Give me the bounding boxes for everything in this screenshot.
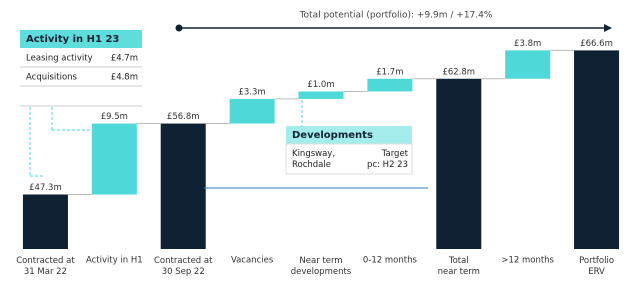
value-label: £66.6m [580,39,613,49]
box-body [20,48,142,106]
bar [91,123,137,195]
bar [229,98,275,124]
box-cell: Acquisitions [26,73,78,83]
x-tick-label: 0-12 months [363,256,418,266]
box-body [285,143,413,175]
x-tick-label: Total near term [438,256,480,277]
bar [574,50,620,250]
x-tick-label: Contracted at 30 Sep 22 [154,256,213,277]
arrow-head [604,24,612,32]
box-cell: £4.8m [111,73,138,83]
developments-box: Developments Kingsway, Rochdale Target pc:… [285,100,413,175]
box-cell: Leasing activity [26,54,93,64]
activity-box: Activity in H1 23 Leasing activity £4.7m… [20,30,142,177]
x-tick-label: >12 months [501,256,554,266]
x-tick-label: Contracted at 31 Mar 22 [16,256,75,277]
box-header [20,30,142,48]
box-cell: Target pc: H2 23 [367,149,409,170]
bar [298,91,344,99]
x-tick-label: Near term developments [291,256,352,277]
value-label: £3.8m [514,39,541,49]
annotation: Total potential (portfolio): +9.9m / +17… [299,11,493,21]
value-label: £3.3m [239,87,266,97]
value-label: £47.3m [29,183,62,193]
value-label: £9.5m [101,112,128,122]
bar [160,123,206,249]
value-label: £56.8m [167,112,200,122]
box-cell: Kingsway, Rochdale [292,149,335,170]
box-cell: £4.7m [111,54,138,64]
bar [436,78,482,249]
x-tick-label: Activity in H1 [86,256,143,266]
value-label: £62.8m [442,67,475,77]
box-title: Activity in H1 23 [26,34,119,45]
box-title: Developments [292,130,373,141]
value-label: £1.0m [307,80,334,90]
box-header [286,126,412,144]
bar [505,50,551,79]
x-tick-label: Vacancies [231,256,274,266]
bar [367,78,413,92]
x-tick-label: Portfolio ERV [579,256,614,277]
bar [22,194,68,249]
value-label: £1.7m [376,67,403,77]
